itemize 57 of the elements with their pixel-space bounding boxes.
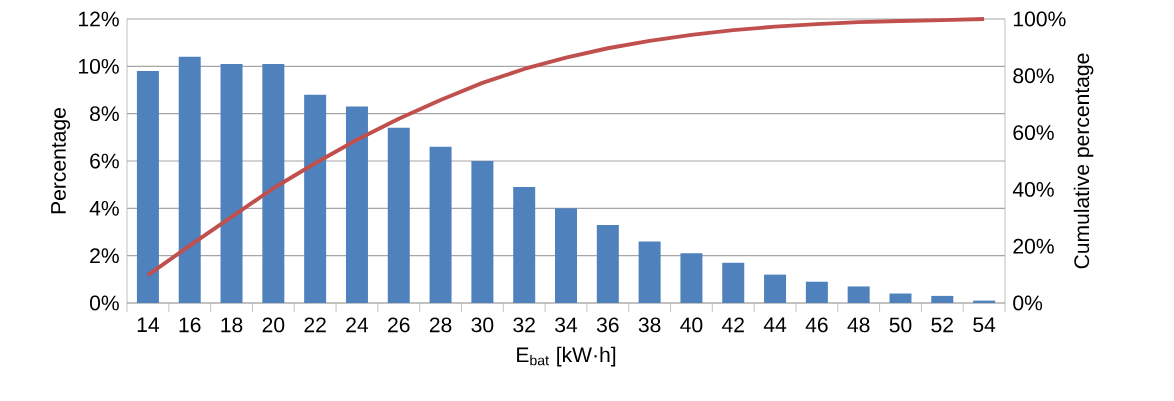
x-tick-label: 28 — [429, 317, 452, 333]
y2-tick-label: 20% — [1013, 238, 1054, 254]
x-tick-label: 24 — [346, 317, 369, 333]
bar — [722, 262, 745, 303]
x-tick-label: 44 — [763, 317, 787, 332]
y-tick-label: 8% — [90, 106, 119, 122]
x-axis-title: E$_{bat}$ [kW·h] — [517, 346, 616, 367]
x-tick-label: 20 — [262, 317, 285, 333]
y-tick-label: 10% — [79, 58, 119, 74]
x-tick-label: 22 — [304, 317, 326, 333]
bar — [220, 63, 243, 303]
y-tick-label: 2% — [90, 248, 119, 264]
y-tick-label: 6% — [90, 153, 119, 169]
x-tick-label: 48 — [847, 317, 870, 333]
y2-tick-label: 40% — [1012, 181, 1054, 197]
x-tick-label: 18 — [221, 317, 243, 333]
x-tick-label: 16 — [179, 317, 201, 333]
bar — [931, 295, 954, 303]
y2-tick-label: 0% — [1013, 295, 1043, 311]
y2-tick-label: 80% — [1013, 68, 1054, 84]
x-tick-label: 36 — [596, 317, 619, 333]
x-tick-label: 14 — [137, 317, 160, 332]
y2-tick-label: 100% — [1013, 11, 1066, 27]
bar — [889, 293, 912, 303]
bar — [764, 274, 787, 303]
bar — [555, 208, 578, 303]
y-tick-label: 12% — [79, 11, 119, 27]
x-tick-label: 50 — [889, 317, 912, 333]
bar — [471, 161, 494, 303]
bar — [638, 241, 661, 303]
bar — [304, 94, 327, 303]
x-tick-label: 34 — [555, 317, 578, 333]
bar — [805, 281, 828, 303]
bar — [429, 146, 452, 303]
x-tick-label: 46 — [805, 317, 828, 333]
y-axis-title: Percentage — [51, 108, 71, 214]
y2-tick-label: 60% — [1013, 125, 1054, 141]
bar — [847, 286, 870, 303]
bar — [680, 253, 703, 303]
x-tick-label: 26 — [388, 317, 410, 333]
bar — [262, 63, 285, 303]
bar — [345, 106, 368, 303]
y-tick-label: 0% — [89, 295, 119, 311]
bar — [136, 71, 159, 303]
x-tick-label: 40 — [680, 317, 703, 333]
x-tick-label: 54 — [973, 317, 996, 333]
y2-axis-title: Cumulative percentage — [1073, 53, 1094, 269]
bar — [596, 224, 619, 303]
x-tick-label: 42 — [722, 317, 744, 333]
x-tick-label: 32 — [513, 317, 535, 333]
y-tick-label: 4% — [89, 200, 119, 216]
x-tick-label: 30 — [471, 317, 494, 333]
bar — [387, 127, 410, 303]
bar — [178, 56, 201, 303]
x-tick-label: 38 — [638, 317, 661, 333]
bar — [513, 187, 536, 303]
x-tick-label: 52 — [931, 317, 953, 333]
